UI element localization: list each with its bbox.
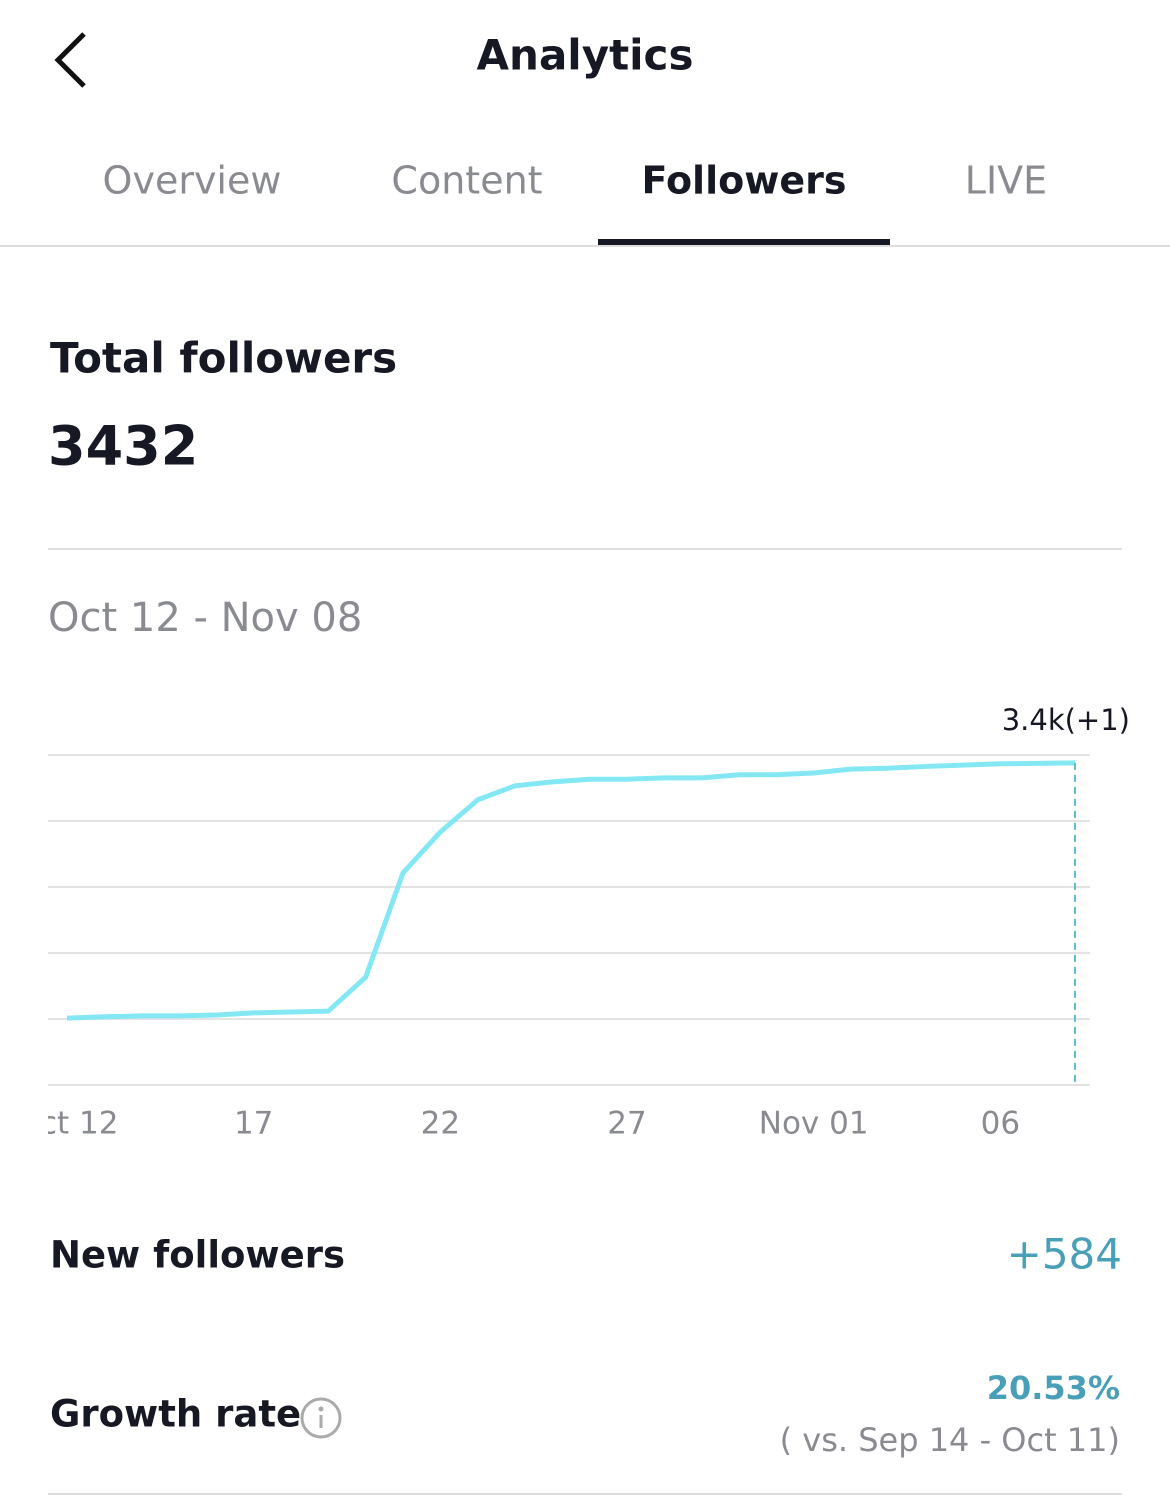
line: [66, 760, 1076, 1021]
new-followers-value: +584: [1007, 1230, 1122, 1279]
tab[interactable]: LIVE: [965, 159, 1047, 203]
x-tick-label: Nov 01: [759, 1106, 869, 1142]
total-value: 3432: [48, 415, 198, 478]
growth-label: Growth rate: [50, 1393, 301, 1436]
back-button[interactable]: [54, 32, 86, 88]
tab[interactable]: Overview: [103, 159, 282, 203]
annotation: 3.4k(+1): [1002, 703, 1130, 737]
new-followers-label: New followers: [50, 1234, 345, 1277]
x-tick-label: 17: [234, 1106, 273, 1142]
x-tick-label: 27: [607, 1106, 646, 1142]
date-range: Oct 12 - Nov 08: [48, 595, 362, 641]
tab[interactable]: Content: [391, 159, 542, 203]
page-title: Analytics: [477, 31, 694, 80]
info-icon[interactable]: [300, 1397, 342, 1439]
tab[interactable]: Followers: [642, 159, 847, 203]
x-tick-label: Oct 12: [16, 1106, 119, 1142]
growth-comparison: ( vs. Sep 14 - Oct 11): [780, 1421, 1120, 1459]
growth-value: 20.53%: [987, 1369, 1120, 1407]
total-label: Total followers: [50, 334, 397, 383]
x-tick-label: 22: [421, 1106, 460, 1142]
x-tick-label: 06: [981, 1106, 1020, 1142]
tab-indicator: [598, 239, 890, 245]
x-axis-labels: Oct 12 17 22 27 Nov 01 06: [16, 1106, 1020, 1142]
